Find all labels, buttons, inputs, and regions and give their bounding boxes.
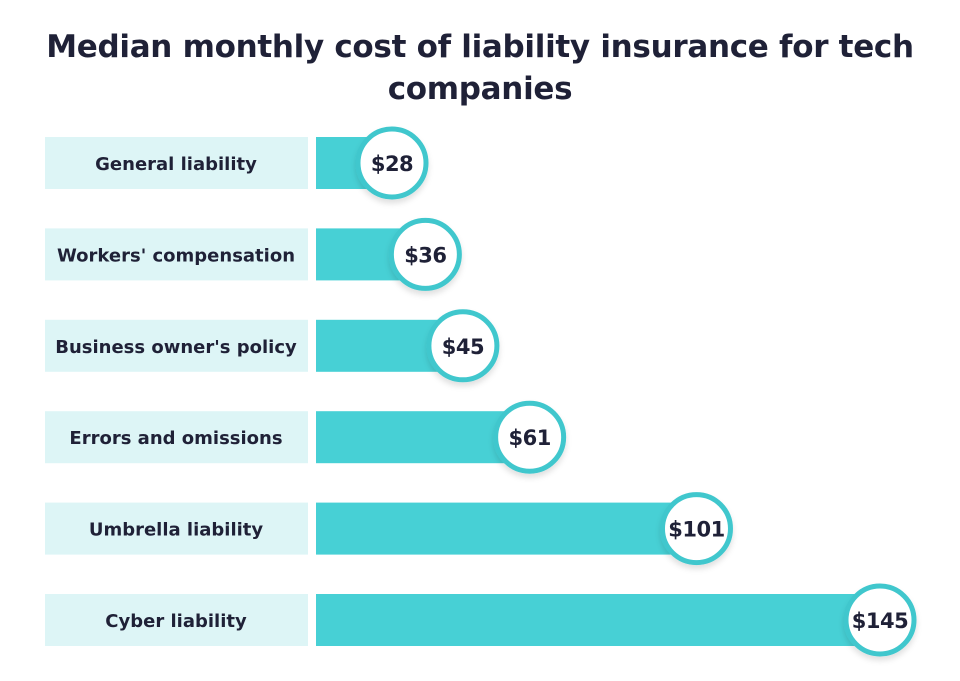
data-label: $28: [371, 152, 413, 176]
data-label: $101: [668, 518, 724, 542]
category-label: Errors and omissions: [69, 428, 282, 449]
category-label: General liability: [95, 154, 257, 175]
category-label: Workers' compensation: [57, 245, 295, 266]
bar: [316, 502, 697, 555]
category-label-box: [45, 319, 308, 372]
data-label: $36: [404, 243, 446, 267]
category-label-box: [45, 594, 308, 646]
category-label: Business owner's policy: [55, 337, 297, 358]
bar: [316, 594, 880, 646]
value-circle: [843, 583, 917, 657]
bar-row: General liability $28: [45, 126, 429, 200]
category-label-box: [45, 502, 308, 555]
value-circle: [388, 217, 462, 291]
category-label: Cyber liability: [105, 611, 247, 632]
bar-row: Business owner's policy $45: [45, 309, 500, 383]
category-label-box: [45, 228, 308, 281]
value-circle: [355, 126, 429, 200]
chart-title: Median monthly cost of liability insuran…: [46, 29, 914, 107]
bar-row: Cyber liability $145: [45, 583, 917, 657]
data-label: $145: [852, 609, 908, 633]
data-label: $61: [508, 426, 550, 450]
value-circle: [659, 492, 733, 566]
value-circle: [493, 400, 567, 474]
value-circle: [426, 309, 500, 383]
data-label: $45: [442, 335, 484, 359]
category-label-box: [45, 137, 308, 189]
category-label: Umbrella liability: [89, 520, 264, 541]
category-label-box: [45, 411, 308, 464]
bar-row: Umbrella liability $101: [45, 492, 733, 566]
bar-row: Workers' compensation $36: [45, 217, 462, 291]
bar-row: Errors and omissions $61: [45, 400, 567, 474]
